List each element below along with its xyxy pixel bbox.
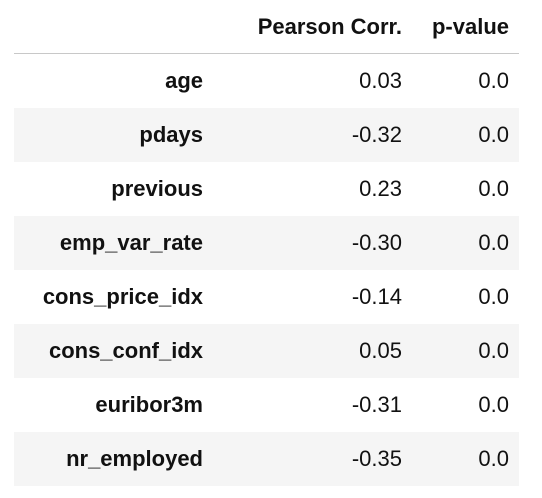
p-value-header: p-value xyxy=(412,0,519,54)
row-label: cons_conf_idx xyxy=(48,338,203,363)
p-value-cell: 0.0 xyxy=(478,392,509,417)
row-label: pdays xyxy=(139,122,203,147)
pearson-corr-cell: 0.05 xyxy=(359,338,402,363)
table-row: cons_conf_idx 0.05 0.0 xyxy=(14,324,519,378)
dataframe-output: Pearson Corr. p-value age 0.03 0.0 pdays… xyxy=(14,0,519,486)
row-label: nr_employed xyxy=(66,446,203,471)
table-row: emp_var_rate -0.30 0.0 xyxy=(14,216,519,270)
table-row: nr_employed -0.35 0.0 xyxy=(14,432,519,486)
pearson-corr-cell: 0.03 xyxy=(359,68,402,93)
row-label: emp_var_rate xyxy=(59,230,203,255)
pearson-corr-cell: -0.30 xyxy=(351,230,402,255)
table-row: previous 0.23 0.0 xyxy=(14,162,519,216)
p-value-cell: 0.0 xyxy=(478,122,509,147)
p-value-cell: 0.0 xyxy=(478,230,509,255)
index-header xyxy=(14,0,213,54)
p-value-cell: 0.0 xyxy=(478,446,509,471)
correlation-table: Pearson Corr. p-value age 0.03 0.0 pdays… xyxy=(14,0,519,486)
pearson-corr-cell: -0.35 xyxy=(351,446,402,471)
p-value-cell: 0.0 xyxy=(478,68,509,93)
pearson-corr-header: Pearson Corr. xyxy=(213,0,412,54)
row-label: cons_price_idx xyxy=(42,284,203,309)
p-value-cell: 0.0 xyxy=(478,176,509,201)
table-row: age 0.03 0.0 xyxy=(14,54,519,109)
p-value-cell: 0.0 xyxy=(478,284,509,309)
table-row: cons_price_idx -0.14 0.0 xyxy=(14,270,519,324)
p-value-cell: 0.0 xyxy=(478,338,509,363)
row-label: euribor3m xyxy=(95,392,203,417)
row-label: previous xyxy=(111,176,203,201)
pearson-corr-cell: -0.32 xyxy=(351,122,402,147)
table-row: pdays -0.32 0.0 xyxy=(14,108,519,162)
row-label: age xyxy=(165,68,203,93)
table-header-row: Pearson Corr. p-value xyxy=(14,0,519,54)
pearson-corr-cell: 0.23 xyxy=(359,176,402,201)
table-row: euribor3m -0.31 0.0 xyxy=(14,378,519,432)
pearson-corr-cell: -0.31 xyxy=(351,392,402,417)
pearson-corr-cell: -0.14 xyxy=(351,284,402,309)
